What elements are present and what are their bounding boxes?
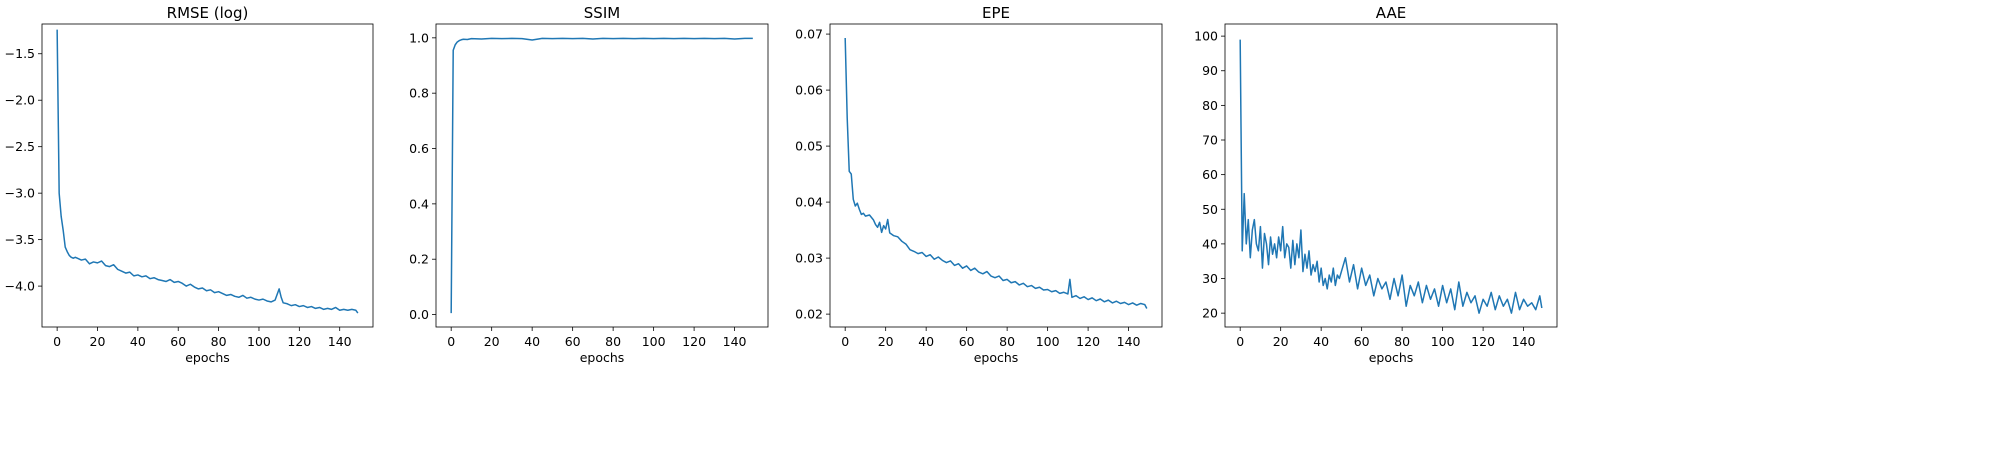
x-tick-label: 40	[524, 334, 540, 349]
y-tick-label: 0.4	[409, 196, 429, 211]
y-tick-label: 60	[1202, 167, 1218, 182]
y-tick-label: 0.0	[409, 307, 429, 322]
chart-title: AAE	[1376, 4, 1406, 22]
x-tick-label: 120	[1471, 334, 1495, 349]
x-tick-label: 120	[1076, 334, 1100, 349]
x-tick-label: 100	[1431, 334, 1455, 349]
x-tick-label: 0	[53, 334, 61, 349]
x-axis-label: epochs	[1369, 350, 1414, 365]
x-tick-label: 80	[211, 334, 227, 349]
y-tick-label: 80	[1202, 98, 1218, 113]
x-tick-label: 60	[565, 334, 581, 349]
x-tick-label: 120	[682, 334, 706, 349]
x-tick-label: 60	[959, 334, 975, 349]
x-tick-label: 0	[447, 334, 455, 349]
x-tick-label: 140	[1117, 334, 1141, 349]
x-axis-label: epochs	[580, 350, 625, 365]
plot-frame	[41, 23, 374, 328]
x-tick-label: 100	[247, 334, 271, 349]
x-tick-label: 80	[605, 334, 621, 349]
x-tick-label: 20	[878, 334, 894, 349]
y-tick-label: 0.06	[795, 83, 823, 98]
series-line-1	[1239, 39, 1543, 314]
y-tick-label: 90	[1202, 63, 1218, 78]
y-tick-label: −1.5	[5, 46, 35, 61]
x-axis-label: epochs	[974, 350, 1019, 365]
x-tick-label: 80	[1394, 334, 1410, 349]
y-tick-label: 0.03	[795, 251, 823, 266]
chart-panel-2: 0 20 40 60 80 100 120 140 0.0 0.2 0.4 0.6 0.8 1.0 SSIM…	[409, 4, 769, 365]
x-axis-label: epochs	[185, 350, 230, 365]
x-tick-label: 100	[642, 334, 666, 349]
x-tick-label: 120	[287, 334, 311, 349]
plot-frame	[829, 23, 1163, 328]
x-tick-label: 40	[130, 334, 146, 349]
x-tick-label: 60	[170, 334, 186, 349]
x-tick-label: 20	[90, 334, 106, 349]
chart-title: RMSE (log)	[167, 4, 249, 22]
y-tick-label: 0.8	[409, 86, 429, 101]
chart-title: SSIM	[584, 4, 620, 22]
y-tick-label: 0.6	[409, 141, 429, 156]
plot-frame	[1224, 23, 1558, 328]
y-tick-label: 50	[1202, 202, 1218, 217]
y-tick-label: 1.0	[409, 30, 429, 45]
x-tick-label: 0	[1236, 334, 1244, 349]
x-tick-label: 20	[1273, 334, 1289, 349]
y-tick-label: −3.5	[5, 232, 35, 247]
plot-frame	[435, 23, 769, 328]
x-tick-label: 140	[1512, 334, 1536, 349]
chart-title: EPE	[982, 4, 1010, 22]
y-tick-label: 0.04	[795, 195, 823, 210]
y-tick-label: 70	[1202, 133, 1218, 148]
chart-panel-4: 0 20 40 60 80 100 120 140 20 30 40 50 60 70 80 90 100 AAE…	[1194, 4, 1558, 365]
x-tick-label: 80	[999, 334, 1015, 349]
x-tick-label: 60	[1354, 334, 1370, 349]
series-line-1	[56, 29, 359, 314]
series-line-1	[450, 37, 753, 314]
chart-panel-3: 0 20 40 60 80 100 120 140 0.02 0.03 0.04 0.05 0.06 0.…	[795, 4, 1163, 365]
y-tick-label: 30	[1202, 271, 1218, 286]
x-tick-label: 0	[841, 334, 849, 349]
x-tick-label: 20	[484, 334, 500, 349]
y-tick-label: 20	[1202, 306, 1218, 321]
series-line-1	[844, 37, 1148, 309]
y-tick-label: −2.5	[5, 139, 35, 154]
y-tick-label: −2.0	[5, 93, 35, 108]
y-tick-label: −4.0	[5, 279, 35, 294]
y-tick-label: 0.02	[795, 307, 823, 322]
y-tick-label: −3.0	[5, 186, 35, 201]
x-tick-label: 140	[723, 334, 747, 349]
y-tick-label: 0.2	[409, 252, 429, 267]
x-tick-label: 140	[328, 334, 352, 349]
x-tick-label: 100	[1036, 334, 1060, 349]
y-tick-label: 0.07	[795, 27, 823, 42]
y-tick-label: 0.05	[795, 139, 823, 154]
y-tick-label: 100	[1194, 29, 1218, 44]
x-tick-label: 40	[918, 334, 934, 349]
y-tick-label: 40	[1202, 236, 1218, 251]
x-tick-label: 40	[1313, 334, 1329, 349]
chart-panel-1: 0 20 40 60 80 100 120 140 −4.0 −3.5 −3.0 −2.5 −2.0 −1…	[5, 4, 374, 365]
